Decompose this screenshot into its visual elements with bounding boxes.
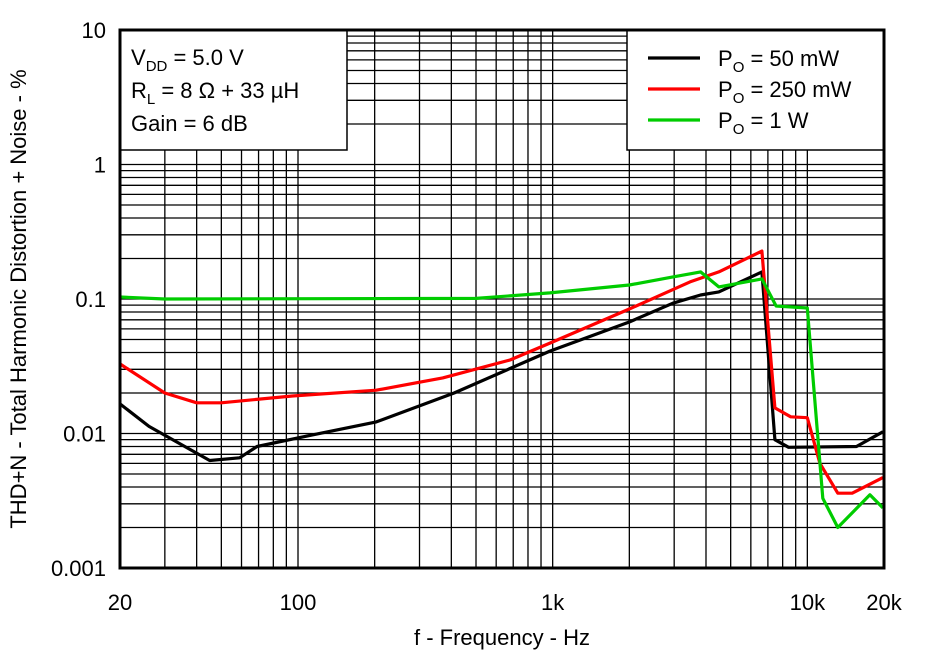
y-tick-label: 1 xyxy=(94,153,106,178)
series-line-0 xyxy=(119,270,884,463)
y-tick-label: 0.001 xyxy=(51,556,106,581)
annotation-line: VDD = 5.0 V xyxy=(131,45,244,75)
series-group xyxy=(119,249,885,530)
x-tick-label: 20 xyxy=(108,590,132,615)
annotation-line: Gain = 6 dB xyxy=(131,111,248,136)
y-tick-label: 0.01 xyxy=(63,422,106,447)
x-tick-label: 20k xyxy=(866,590,902,615)
y-axis-label: THD+N - Total Harmonic Distortion + Nois… xyxy=(6,69,31,528)
legend-entry-label: PO = 1 W xyxy=(718,108,809,138)
y-tick-label: 0.1 xyxy=(75,287,106,312)
series-line-2 xyxy=(119,270,885,530)
conditions-annotation-box: VDD = 5.0 VRL = 8 Ω + 33 µH Gain = 6 dB xyxy=(119,29,348,151)
legend-entry-label: PO = 250 mW xyxy=(718,77,852,107)
x-tick-label: 1k xyxy=(541,590,565,615)
x-axis-label: f - Frequency - Hz xyxy=(414,625,590,650)
annotation-line: RL = 8 Ω + 33 µH xyxy=(131,78,299,108)
x-tick-label: 100 xyxy=(280,590,317,615)
tick-labels: 20 100 1k 10k 20k 10 1 0.1 0.01 0.001 xyxy=(51,18,903,615)
y-tick-label: 10 xyxy=(82,18,106,43)
legend-entry-label: PO = 50 mW xyxy=(718,46,839,76)
x-tick-label: 10k xyxy=(790,590,826,615)
plot-frame xyxy=(118,28,886,570)
